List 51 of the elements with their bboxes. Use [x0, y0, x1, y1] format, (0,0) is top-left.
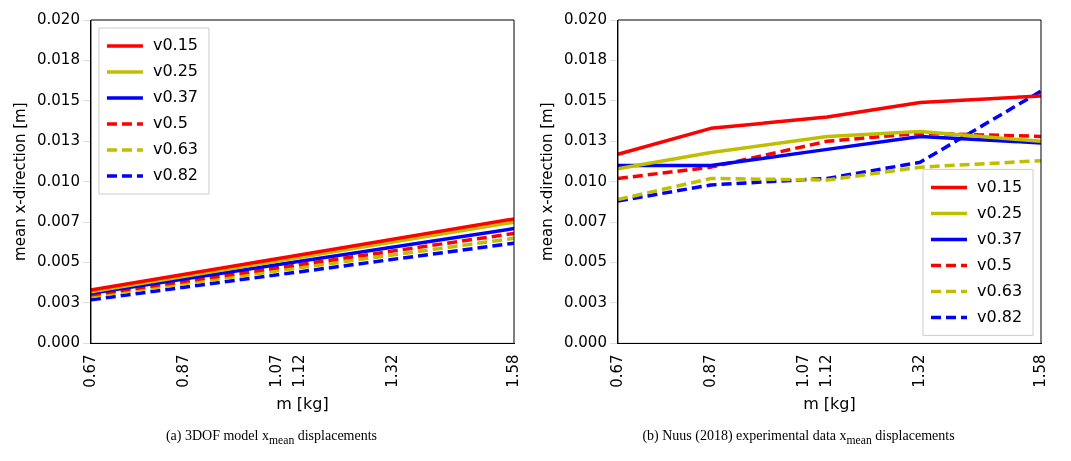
y-tick-label: 0.005	[563, 252, 607, 271]
y-tick-label: 0.013	[563, 131, 607, 150]
y-tick-label: 0.007	[563, 212, 607, 231]
legend-label: v0.63	[152, 139, 199, 159]
x-tick-label: 1.32	[383, 354, 402, 388]
legend-label: v0.5	[977, 254, 1012, 274]
legend-label: v0.37	[977, 228, 1023, 248]
x-tick-label: 0.87	[173, 354, 192, 388]
legend-label: v0.15	[152, 35, 199, 55]
y-tick-label: 0.013	[36, 131, 80, 150]
line-series	[617, 89, 1041, 203]
y-tick-label: 0.007	[36, 212, 80, 231]
x-axis-title: m [kg]	[803, 393, 856, 413]
x-tick-label: 1.58	[503, 354, 522, 388]
legend-label: v0.63	[977, 280, 1023, 300]
y-tick-label: 0.000	[563, 333, 607, 352]
y-tick-label: 0.020	[563, 9, 607, 28]
legend-label: v0.5	[152, 113, 188, 133]
legend-label: v0.37	[152, 87, 199, 107]
y-tick-label: 0.015	[563, 90, 607, 109]
y-tick-label: 0.000	[36, 333, 80, 352]
x-axis-title: m [kg]	[276, 393, 329, 413]
x-tick-label: 1.07	[793, 354, 812, 388]
y-axis-title: mean x-direction [m]	[537, 102, 556, 261]
legend-label: v0.82	[152, 165, 199, 185]
y-tick-label: 0.015	[36, 90, 80, 109]
x-tick-label: 1.32	[910, 354, 929, 388]
legend-label: v0.25	[977, 202, 1023, 222]
x-tick-label: 0.67	[80, 354, 99, 388]
x-tick-label: 1.12	[817, 354, 836, 388]
x-tick-label: 1.12	[290, 354, 309, 388]
x-tick-label: 0.67	[607, 354, 626, 388]
y-tick-label: 0.020	[36, 9, 80, 28]
legend-label: v0.82	[977, 306, 1023, 326]
x-tick-label: 1.58	[1030, 354, 1049, 388]
text: (a) 3DOF model x$_{mean}$ displacements	[165, 428, 378, 447]
y-axis-title: mean x-direction [m]	[10, 102, 29, 261]
y-tick-label: 0.018	[563, 50, 607, 69]
line-series	[617, 131, 1041, 181]
x-tick-label: 0.87	[700, 354, 719, 388]
line-series	[617, 158, 1041, 202]
legend-label: v0.15	[977, 176, 1023, 196]
x-tick-label: 1.07	[266, 354, 285, 388]
text: (b) Nuus (2018) experimental data x$_{mean}$ displacements	[642, 428, 955, 447]
y-tick-label: 0.005	[36, 252, 80, 271]
y-tick-label: 0.010	[563, 171, 607, 190]
y-tick-label: 0.010	[36, 171, 80, 190]
y-tick-label: 0.018	[36, 50, 80, 69]
legend-label: v0.25	[152, 61, 199, 81]
y-tick-label: 0.003	[563, 292, 607, 311]
y-tick-label: 0.003	[36, 292, 80, 311]
